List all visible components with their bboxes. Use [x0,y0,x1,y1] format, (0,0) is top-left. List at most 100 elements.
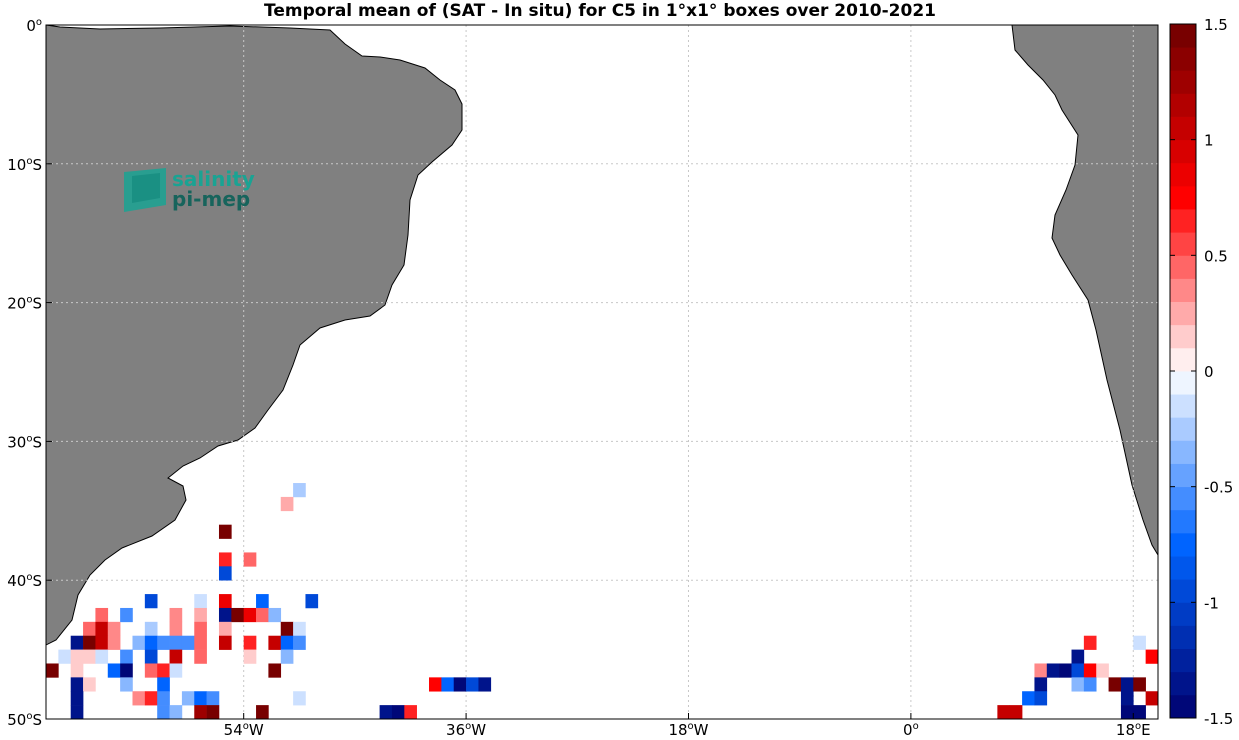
colorbar-level [1170,579,1196,603]
anomaly-cell [95,635,109,650]
anomaly-cell [83,677,96,692]
anomaly-cell [169,635,183,650]
anomaly-cell [280,496,294,512]
anomaly-cell [985,719,998,733]
anomaly-cell [144,691,158,706]
anomaly-cell [157,635,170,650]
anomaly-cell [293,719,306,733]
anomaly-cell [218,552,232,567]
anomaly-cell [70,635,84,650]
anomaly-cell [194,607,207,623]
anomaly-cell [157,677,170,692]
colorbar-level [1170,625,1196,649]
anomaly-cell [144,635,158,650]
anomaly-cell [83,621,96,637]
anomaly-cell [70,705,84,719]
anomaly-cell [218,607,232,623]
anomaly-cell [800,719,813,733]
anomaly-cell [1120,677,1134,692]
anomaly-cell [218,566,232,581]
map-area [46,25,1158,733]
colorbar-level [1170,440,1196,464]
anomaly-cell [478,677,492,692]
anomaly-cell [256,594,269,609]
anomaly-cell [206,691,220,706]
anomaly-cell [750,719,763,733]
colorbar-level [1170,278,1196,302]
colorbar-tick-label: -1 [1204,594,1219,612]
anomaly-cell [206,705,220,719]
colorbar-level [1170,556,1196,580]
anomaly-cell [379,705,393,719]
y-tick-label: 0o [26,17,42,35]
y-tick-label: 40oS [7,572,42,590]
colorbar-level [1170,93,1196,117]
anomaly-cell [83,649,96,664]
anomaly-cell [1083,663,1097,678]
anomaly-cell [268,663,282,678]
colorbar-level [1170,394,1196,418]
anomaly-cell [157,691,170,706]
anomaly-cell [1120,691,1134,706]
anomaly-cell [218,524,232,539]
anomaly-cell [330,719,343,733]
y-tick-label: 10oS [7,156,42,174]
anomaly-cell [181,691,195,706]
y-tick-label: 50oS [7,711,42,729]
anomaly-cell [293,691,306,706]
anomaly-cell [1083,635,1097,650]
colorbar-level [1170,116,1196,141]
anomaly-cell [107,621,121,637]
anomaly-cell [107,635,121,650]
anomaly-cells [46,483,1158,733]
anomaly-cell [194,635,207,650]
x-tick-label: 18oE [1116,721,1151,739]
colorbar-level [1170,255,1196,279]
anomaly-cell [1145,649,1158,664]
colorbar-tick-label: 0 [1204,363,1214,381]
colorbar-level [1170,671,1196,696]
anomaly-cell [157,663,170,678]
anomaly-cell [1046,663,1060,678]
anomaly-cell [1133,677,1146,692]
x-axis-ticks: 54oW 36oW 18oW 0o 18oE [224,713,1151,739]
anomaly-cell [71,719,84,733]
colorbar-level [1170,417,1196,441]
anomaly-cell [218,621,232,637]
y-tick-label: 30oS [7,433,42,451]
anomaly-cell [268,607,282,623]
anomaly-cell [58,649,72,664]
anomaly-cell [973,719,986,733]
x-tick-label: 36oW [446,721,486,739]
anomaly-cell [169,663,183,678]
anomaly-cell [293,635,306,650]
anomaly-cell [120,607,133,623]
anomaly-cell [194,594,207,609]
colorbar [1169,23,1197,719]
logo-mark-shade-icon [132,173,160,203]
anomaly-cell [293,621,306,637]
colorbar-tick-label: 1 [1204,132,1214,150]
anomaly-cell [157,705,170,719]
anomaly-cell [293,483,306,498]
anomaly-cell [95,621,109,637]
anomaly-cell [70,677,84,692]
colorbar-level [1170,185,1196,210]
anomaly-cell [997,719,1010,733]
anomaly-cell [1010,719,1023,733]
anomaly-cell [305,594,319,609]
anomaly-cell [1059,663,1072,678]
salinity-pimep-logo: salinity pi-mep [124,167,255,212]
anomaly-cell [1133,635,1146,650]
anomaly-cell [231,607,244,623]
anomaly-cell [280,621,294,637]
anomaly-cell [169,649,183,664]
colorbar-level [1170,463,1196,488]
anomaly-cell [1120,705,1134,719]
anomaly-cell [243,607,257,623]
anomaly-cell [1034,663,1048,678]
anomaly-cell [1034,691,1048,706]
anomaly-cell [169,607,183,623]
anomaly-cell [144,621,158,637]
